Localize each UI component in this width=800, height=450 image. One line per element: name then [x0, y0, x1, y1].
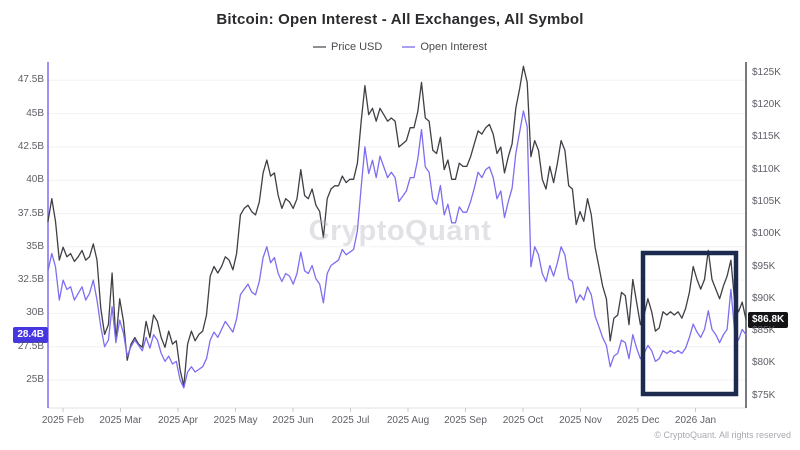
x-axis-tick-label: 2025 Apr [157, 415, 199, 426]
left-axis-tick-label: 40B [26, 174, 44, 186]
right-axis-current-badge: $86.8K [748, 311, 789, 328]
legend-item-open-interest[interactable]: Open Interest [402, 41, 487, 53]
x-axis-tick-label: 2025 Mar [99, 415, 142, 426]
right-axis-tick-label: $105K [752, 195, 781, 207]
right-axis-tick-label: $80K [752, 357, 776, 369]
right-axis-tick-label: $115K [752, 131, 781, 143]
open-interest-line-swatch-icon [402, 46, 416, 48]
series-line-open-interest [47, 110, 747, 389]
left-axis-tick-label: 30B [26, 307, 44, 319]
legend-label-price-usd: Price USD [331, 41, 383, 53]
highlight-box-annotation [640, 250, 739, 397]
left-axis-tick-label: 37.5B [17, 207, 44, 219]
right-axis-tick-label: $75K [752, 389, 776, 401]
left-axis-tick-label: 47.5B [17, 74, 44, 86]
right-axis-tick-label: $95K [752, 260, 776, 272]
x-axis-tick-label: 2025 Dec [616, 415, 660, 426]
price-usd-line-swatch-icon [313, 46, 326, 48]
left-axis-current-badge: 28.4B [13, 326, 48, 343]
legend-item-price-usd[interactable]: Price USD [313, 41, 382, 53]
x-axis-tick-label: 2025 Aug [386, 415, 430, 426]
left-axis-tick-label: 45B [26, 107, 44, 119]
left-axis-tick-label: 27.5B [17, 340, 44, 352]
copyright-notice: © CryptoQuant. All rights reserved [654, 430, 791, 440]
legend-label-open-interest: Open Interest [420, 41, 487, 53]
x-axis-tick-label: 2025 May [213, 415, 258, 426]
left-axis-tick-label: 25B [26, 374, 44, 386]
left-axis-tick-label: 42.5B [17, 140, 44, 152]
x-axis-tick-label: 2025 Jul [331, 415, 370, 426]
series-line-price-usd [47, 65, 747, 387]
right-axis-tick-label: $125K [752, 66, 781, 78]
page-title: Bitcoin: Open Interest - All Exchanges, … [216, 11, 584, 28]
x-axis-tick-label: 2025 Feb [41, 415, 85, 426]
left-axis-tick-label: 32.5B [17, 274, 44, 286]
x-axis-tick-label: 2026 Jan [674, 415, 717, 426]
x-axis-tick-label: 2025 Jun [272, 415, 314, 426]
legend: Price USD Open Interest [0, 41, 800, 53]
right-axis-tick-label: $120K [752, 99, 781, 111]
right-axis-tick-label: $90K [752, 292, 776, 304]
x-axis-tick-label: 2025 Nov [559, 415, 602, 426]
left-axis-tick-label: 35B [26, 240, 44, 252]
x-axis-tick-label: 2025 Oct [502, 415, 544, 426]
right-axis-tick-label: $100K [752, 228, 781, 240]
right-axis-tick-label: $110K [752, 163, 781, 175]
right-axis-tick-label: $85K [752, 325, 776, 337]
x-axis-tick-label: 2025 Sep [444, 415, 487, 426]
